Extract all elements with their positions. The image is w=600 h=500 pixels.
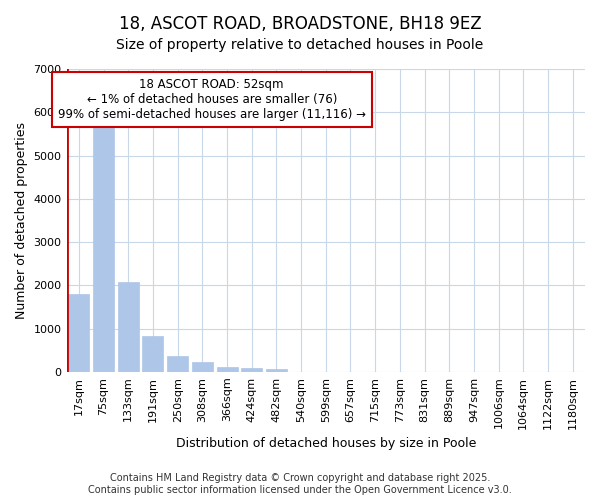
Text: 18, ASCOT ROAD, BROADSTONE, BH18 9EZ: 18, ASCOT ROAD, BROADSTONE, BH18 9EZ: [119, 15, 481, 33]
Text: Contains HM Land Registry data © Crown copyright and database right 2025.
Contai: Contains HM Land Registry data © Crown c…: [88, 474, 512, 495]
Text: 18 ASCOT ROAD: 52sqm
← 1% of detached houses are smaller (76)
99% of semi-detach: 18 ASCOT ROAD: 52sqm ← 1% of detached ho…: [58, 78, 366, 121]
Text: Size of property relative to detached houses in Poole: Size of property relative to detached ho…: [116, 38, 484, 52]
X-axis label: Distribution of detached houses by size in Poole: Distribution of detached houses by size …: [176, 437, 476, 450]
Bar: [167, 356, 188, 372]
Bar: [68, 294, 89, 372]
Bar: [217, 367, 238, 372]
Bar: [142, 336, 163, 372]
Bar: [241, 368, 262, 372]
Bar: [266, 370, 287, 372]
Y-axis label: Number of detached properties: Number of detached properties: [15, 122, 28, 319]
Bar: [192, 362, 213, 372]
Bar: [118, 282, 139, 372]
Bar: [93, 121, 114, 372]
